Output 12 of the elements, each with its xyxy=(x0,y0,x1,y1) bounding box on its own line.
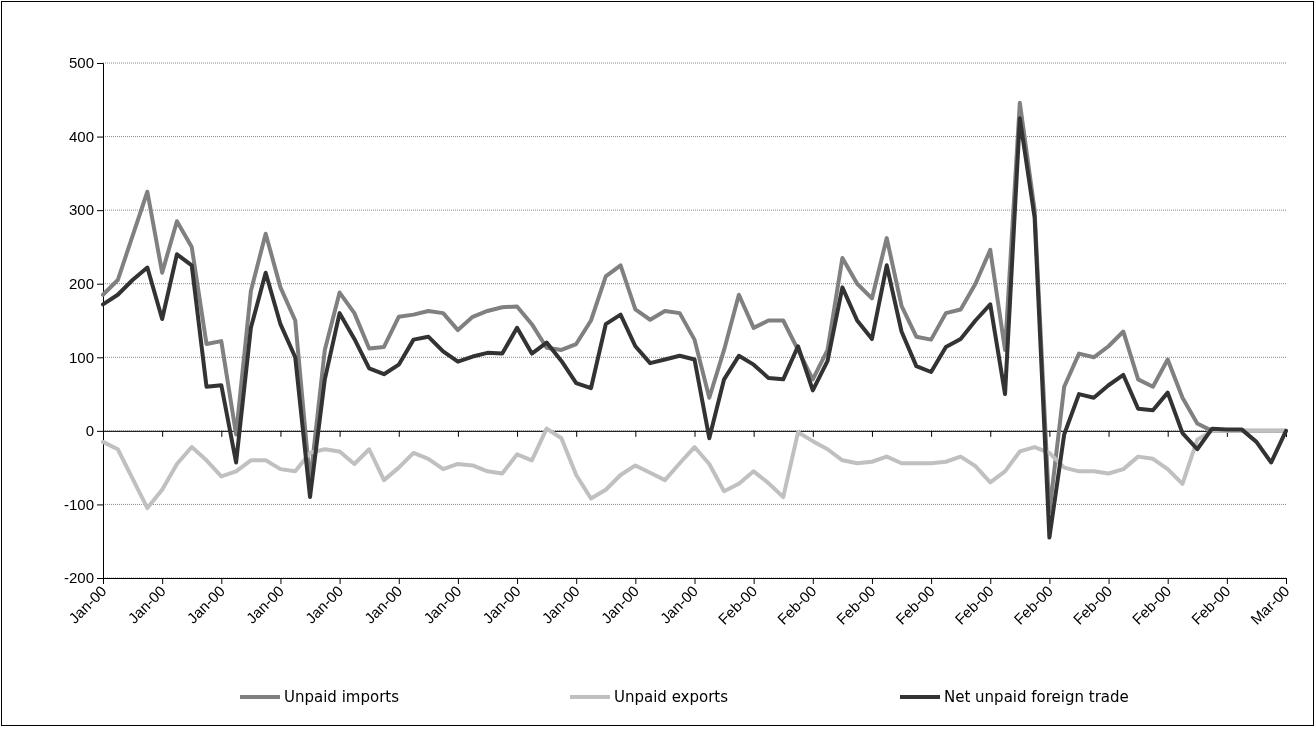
y-tick-label: 200 xyxy=(68,275,94,293)
legend-label: Unpaid exports xyxy=(614,688,729,706)
line-series xyxy=(101,426,1288,511)
legend-label: Unpaid imports xyxy=(284,688,400,706)
y-tick-label: -200 xyxy=(63,569,94,587)
y-tick-label: 400 xyxy=(68,127,94,145)
y-tick-label: -100 xyxy=(63,495,94,513)
y-tick-label: 300 xyxy=(68,201,94,219)
y-tick-label: 0 xyxy=(85,422,94,440)
y-tick-label: 100 xyxy=(68,348,94,366)
y-tick-label: 500 xyxy=(68,54,94,72)
legend-label: Net unpaid foreign trade xyxy=(944,688,1129,706)
